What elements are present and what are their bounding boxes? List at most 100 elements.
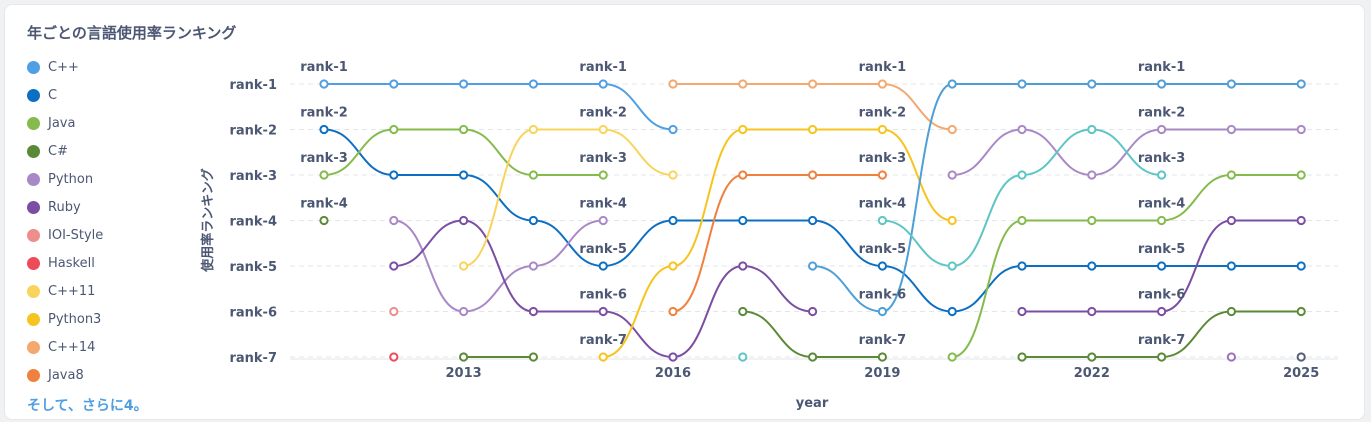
data-point: [389, 352, 399, 362]
data-point: [1017, 352, 1027, 362]
data-point: [1087, 124, 1097, 135]
data-point: [808, 261, 818, 271]
data-label: rank-4: [859, 197, 907, 212]
data-point: [947, 124, 957, 135]
y-tick-label: rank-4: [229, 215, 277, 230]
legend-dot-icon: [27, 228, 40, 242]
data-point: [808, 170, 818, 180]
data-point: [389, 261, 399, 271]
data-point: [808, 124, 818, 135]
data-point: [459, 352, 469, 362]
data-point: [668, 170, 678, 180]
data-point: [1087, 306, 1097, 317]
data-point: [389, 306, 399, 317]
data-point: [668, 306, 678, 317]
legend-item[interactable]: Haskell: [27, 249, 103, 277]
x-axis-title: year: [796, 396, 829, 411]
data-point: [877, 124, 888, 135]
data-point: [1087, 170, 1097, 180]
legend-item[interactable]: IOI-Style: [27, 221, 103, 249]
data-point: [1157, 170, 1167, 180]
data-point: [1157, 215, 1167, 226]
data-point: [1226, 170, 1237, 180]
data-label: rank-5: [859, 242, 907, 257]
legend-dot-icon: [27, 256, 40, 270]
legend-dot-icon: [27, 144, 40, 158]
y-tick-label: rank-7: [229, 351, 277, 366]
series-4: [389, 124, 1306, 317]
y-tick-label: rank-6: [229, 306, 277, 321]
legend-item[interactable]: C: [27, 81, 103, 109]
data-label: rank-2: [1138, 106, 1186, 121]
data-point: [877, 352, 888, 362]
data-point: [459, 124, 469, 135]
data-point: [389, 215, 399, 226]
data-point: [528, 215, 539, 226]
legend-label: C#: [48, 143, 68, 159]
legend-item[interactable]: Python: [27, 165, 103, 193]
data-point: [528, 170, 539, 180]
legend-label: C++14: [48, 339, 96, 355]
data-label: rank-1: [1138, 60, 1186, 75]
series-3: [319, 215, 1306, 362]
data-point: [1226, 79, 1237, 89]
series-12: [808, 79, 1306, 317]
legend-item[interactable]: Java: [27, 109, 103, 137]
data-point: [1017, 170, 1027, 180]
data-point: [1226, 352, 1237, 362]
legend-item[interactable]: C++: [27, 53, 103, 81]
data-point: [738, 79, 748, 89]
legend-item[interactable]: Ruby: [27, 193, 103, 221]
data-point: [459, 79, 469, 89]
data-point: [947, 261, 957, 271]
x-tick-label: 2025: [1283, 366, 1319, 381]
data-point: [389, 170, 399, 180]
legend-dot-icon: [27, 116, 40, 130]
series-line: [1021, 219, 1302, 313]
legend-dot-icon: [27, 368, 40, 382]
data-point: [808, 79, 818, 89]
data-point: [738, 306, 748, 317]
legend-item[interactable]: Java8: [27, 361, 103, 389]
legend-item[interactable]: C++11: [27, 277, 103, 305]
legend-dot-icon: [27, 60, 40, 74]
data-point: [1017, 261, 1027, 271]
data-point: [668, 79, 678, 89]
legend-item[interactable]: Python3: [27, 305, 103, 333]
data-label: rank-6: [859, 288, 907, 303]
legend-label: Haskell: [48, 255, 95, 271]
data-point: [319, 170, 329, 180]
y-axis-title: 使用率ランキング: [200, 168, 216, 273]
data-point: [598, 261, 608, 271]
data-label: rank-4: [1138, 197, 1186, 212]
data-label: rank-1: [579, 60, 627, 75]
data-point: [877, 306, 888, 317]
data-point: [459, 215, 469, 226]
data-point: [1296, 215, 1306, 226]
data-point: [598, 352, 608, 362]
legend: C++ C Java C# Python Ruby IOI-Style Haskell C++1…: [27, 53, 103, 389]
legend-dot-icon: [27, 340, 40, 354]
data-point: [947, 306, 957, 317]
data-point: [947, 79, 957, 89]
legend-item[interactable]: C#: [27, 137, 103, 165]
data-point: [738, 124, 748, 135]
y-tick-label: rank-1: [229, 78, 277, 93]
data-point: [738, 215, 748, 226]
more-legend-link[interactable]: そして、さらに4。: [27, 398, 148, 414]
legend-item[interactable]: C++14: [27, 333, 103, 361]
data-point: [947, 352, 957, 362]
series-line: [603, 128, 953, 358]
data-label: rank-1: [859, 60, 907, 75]
data-point: [598, 170, 608, 180]
data-point: [459, 306, 469, 317]
legend-label: Ruby: [48, 199, 81, 215]
data-label: rank-7: [579, 333, 627, 348]
data-point: [738, 170, 748, 180]
series-7: [389, 352, 399, 362]
series-6: [389, 306, 399, 317]
legend-label: C++11: [48, 283, 96, 299]
legend-dot-icon: [27, 312, 40, 326]
series-line: [324, 83, 674, 131]
data-label: rank-2: [579, 106, 627, 121]
